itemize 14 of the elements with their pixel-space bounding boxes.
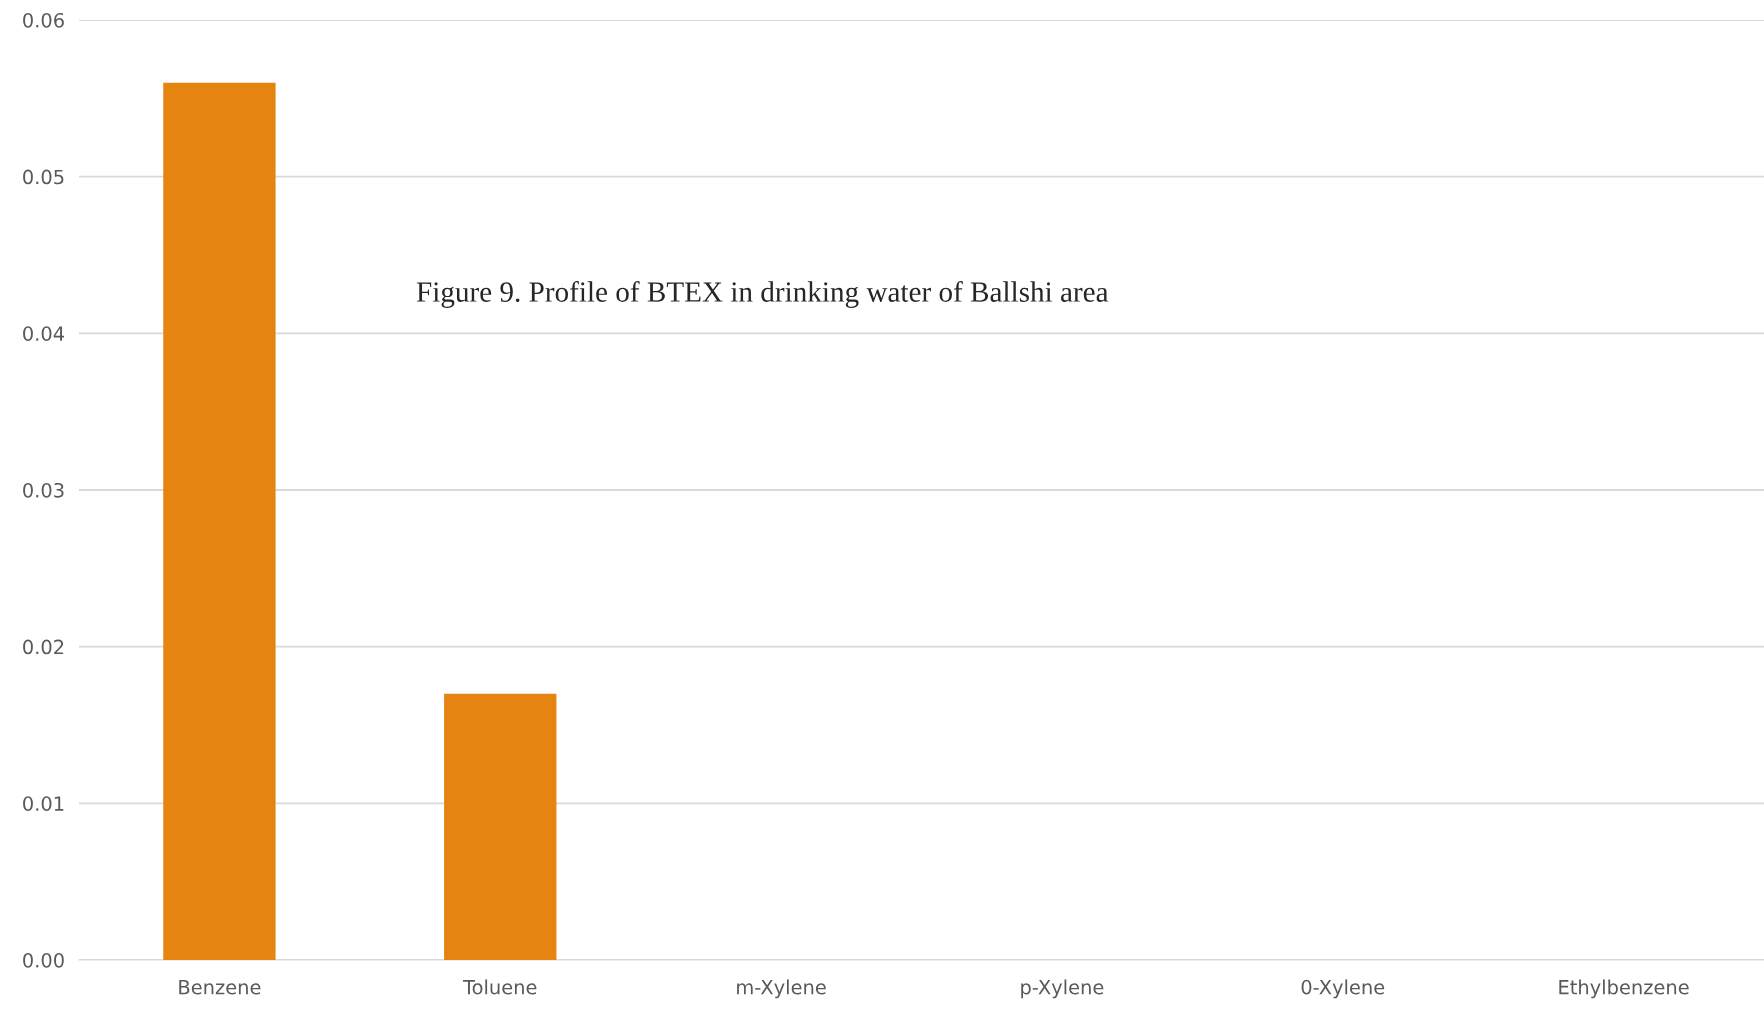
- y-tick-label: 0.05: [23, 169, 64, 185]
- y-tick-label: 0.00: [23, 952, 64, 968]
- y-tick-label: 0.01: [23, 796, 64, 811]
- x-tick-label: m-Xylene: [737, 979, 826, 999]
- text: Figure 9. Profile of BTEX in drinking water of Ballshi area: [416, 281, 1109, 308]
- x-tick-label: 0-Xylene: [1301, 979, 1385, 999]
- x-tick-label: p-Xylene: [1021, 979, 1104, 999]
- y-tick-label: 0.04: [23, 326, 65, 341]
- y-tick-label: 0.03: [23, 482, 64, 498]
- y-tick-label: 0.02: [23, 639, 64, 655]
- x-tick-label: Toluene: [462, 979, 537, 995]
- x-tick-label: Benzene: [179, 980, 261, 995]
- y-tick-label: 0.06: [23, 12, 64, 28]
- x-tick-label: Ethylbenzene: [1559, 979, 1689, 999]
